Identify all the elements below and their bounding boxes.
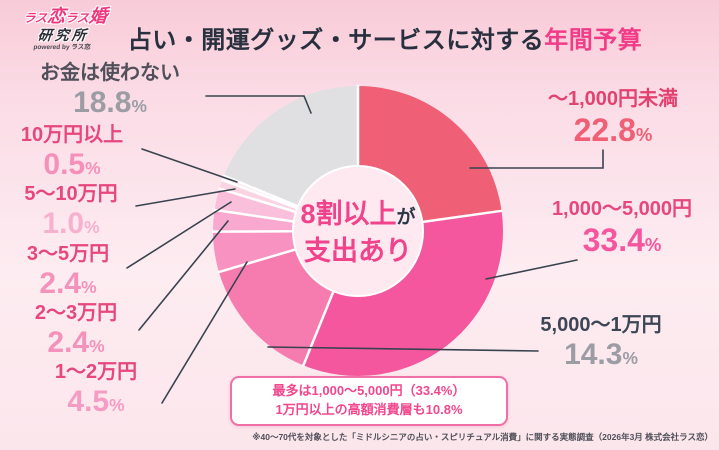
slice-separator (222, 174, 302, 209)
callout-percent: 18.8% (20, 86, 200, 121)
percent-value: 0.5 (43, 148, 86, 181)
slice-separator (218, 187, 300, 215)
leader-line (138, 220, 229, 331)
callout-label: 〜1,000円未満 (547, 88, 679, 110)
callout-under-1000: 〜1,000円未満 22.8% (518, 88, 708, 149)
percent-sign: % (84, 217, 100, 237)
percent-sign: % (644, 234, 662, 255)
percent-value: 18.8 (73, 86, 132, 119)
percent-sign: % (109, 395, 125, 415)
center-label-small: が (396, 207, 416, 228)
slice-separator (419, 209, 503, 224)
leader-line (141, 148, 238, 183)
percent-value: 4.5 (67, 385, 110, 418)
callout-label: 5,000〜1万円 (540, 314, 662, 336)
center-label-line1: 8割以上が (283, 198, 433, 235)
percent-sign: % (622, 348, 638, 368)
donut-slice-1 (303, 210, 503, 376)
callout-percent: 22.8% (518, 112, 708, 149)
callout-label: お金は使わない (40, 62, 180, 84)
percent-value: 2.4 (47, 326, 90, 359)
callout-label: 1,000〜5,000円 (551, 198, 693, 220)
survey-footnote: ※40〜70代を対象とした「ミドルシニアの占い・スピリチュアル消費」に関する実態… (252, 432, 713, 442)
leader-line (126, 201, 232, 269)
percent-sign: % (81, 277, 97, 297)
callout-percent: 2.4% (6, 267, 130, 302)
donut-hole (292, 165, 424, 297)
slice-separator (220, 178, 301, 211)
donut-slice-5 (214, 188, 297, 222)
percent-value: 2.4 (39, 267, 82, 300)
page-title-main: 占い・開運グッズ・サービスに対する (127, 27, 545, 54)
callout-5000-10k: 5,000〜1万円 14.3% (506, 314, 696, 373)
callout-percent: 0.5% (6, 148, 138, 183)
slice-separator (213, 208, 297, 224)
page-title-accent: 年間予算 (544, 27, 643, 54)
donut-slice-2 (218, 249, 334, 366)
callout-label: 2〜3万円 (34, 302, 118, 324)
leader-line (135, 188, 236, 207)
leader-line (205, 95, 312, 114)
percent-sign: % (85, 158, 101, 178)
callout-50k-100k: 5〜10万円 1.0% (6, 183, 136, 242)
percent-value: 33.4 (582, 222, 645, 258)
annotation-line1: 最多は1,000〜5,000円（33.4%） (272, 383, 466, 398)
callout-1000-5000: 1,000〜5,000円 33.4% (526, 198, 718, 259)
callout-label: 10万円以上 (20, 124, 124, 146)
page-title: 占い・開運グッズ・サービスに対する年間予算 (55, 20, 715, 55)
donut-slice-3 (213, 231, 297, 273)
donut-slice-4 (213, 209, 295, 232)
callout-20k-30k: 2〜3万円 2.4% (12, 302, 140, 361)
annotation-box: 最多は1,000〜5,000円（33.4%） 1万円以上の高額消費層も10.8% (230, 376, 508, 426)
center-label-big: 8割以上 (300, 199, 397, 229)
leader-line (267, 346, 539, 352)
leader-line (485, 259, 578, 280)
donut-center-label: 8割以上が 支出あり (283, 198, 433, 272)
callout-30k-50k: 3〜5万円 2.4% (6, 243, 130, 302)
callout-label: 5〜10万円 (24, 183, 118, 205)
donut-slice-6 (219, 180, 299, 213)
percent-value: 22.8 (573, 112, 636, 148)
donut-slice-0 (358, 86, 502, 223)
annotation-line2: 1万円以上の高額消費層も10.8% (275, 401, 463, 417)
leader-line (469, 149, 604, 169)
percent-sign: % (131, 96, 147, 116)
center-label-line2: 支出あり (283, 235, 433, 272)
slice-separator (301, 287, 336, 367)
callout-label: 1〜2万円 (54, 361, 138, 383)
callout-percent: 2.4% (12, 326, 140, 361)
callout-no-spend: お金は使わない 18.8% (20, 62, 200, 121)
callout-percent: 1.0% (6, 207, 136, 242)
callout-percent: 4.5% (32, 385, 160, 420)
percent-value: 14.3 (564, 338, 623, 371)
callout-label: 3〜5万円 (26, 243, 110, 265)
percent-value: 1.0 (42, 207, 85, 240)
callout-percent: 33.4% (526, 222, 718, 259)
callout-percent: 14.3% (506, 338, 696, 373)
callout-over-100k: 10万円以上 0.5% (6, 124, 138, 183)
center-label-big: 支出あり (304, 236, 412, 266)
percent-sign: % (89, 336, 105, 356)
slice-separator (217, 247, 299, 274)
callout-10k-20k: 1〜2万円 4.5% (32, 361, 160, 420)
percent-sign: % (635, 124, 653, 145)
leader-line (161, 261, 248, 404)
